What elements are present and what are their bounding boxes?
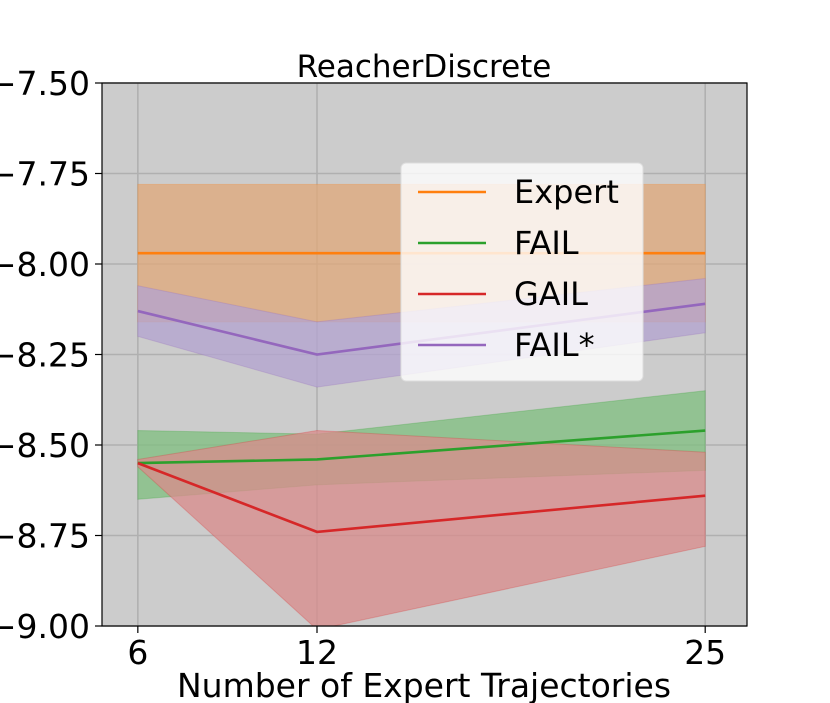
x-axis-label: Number of Expert Trajectories (177, 666, 671, 703)
line-gail (137, 461, 706, 534)
x-tick-label: 6 (127, 633, 148, 672)
line-fail (137, 429, 706, 465)
legend-label-expert: Expert (514, 173, 619, 211)
band-gail (137, 430, 706, 626)
x-axis-ticks: 6 12 25 (127, 626, 726, 672)
y-tick-label: −8.50 (0, 426, 90, 465)
chart-title: ReacherDiscrete (297, 49, 552, 85)
x-tick-label: 25 (684, 633, 726, 672)
y-tick-label: −7.75 (0, 155, 90, 194)
y-tick-label: −8.00 (0, 245, 90, 284)
y-axis-ticks: −7.50 −7.75 −8.00 −8.25 −8.50 −8.75 −9.00 (0, 64, 102, 646)
legend-label-fail-star: FAIL* (514, 326, 595, 364)
y-tick-label: −7.50 (0, 64, 90, 103)
x-tick-label: 12 (296, 633, 338, 672)
y-tick-label: −9.00 (0, 607, 90, 646)
y-tick-label: −8.75 (0, 517, 90, 556)
y-tick-label: −8.25 (0, 336, 90, 375)
legend-label-gail: GAIL (514, 275, 588, 313)
legend-box (400, 162, 644, 382)
legend-label-fail: FAIL (514, 224, 579, 262)
legend: Expert FAIL GAIL FAIL* (400, 162, 644, 382)
